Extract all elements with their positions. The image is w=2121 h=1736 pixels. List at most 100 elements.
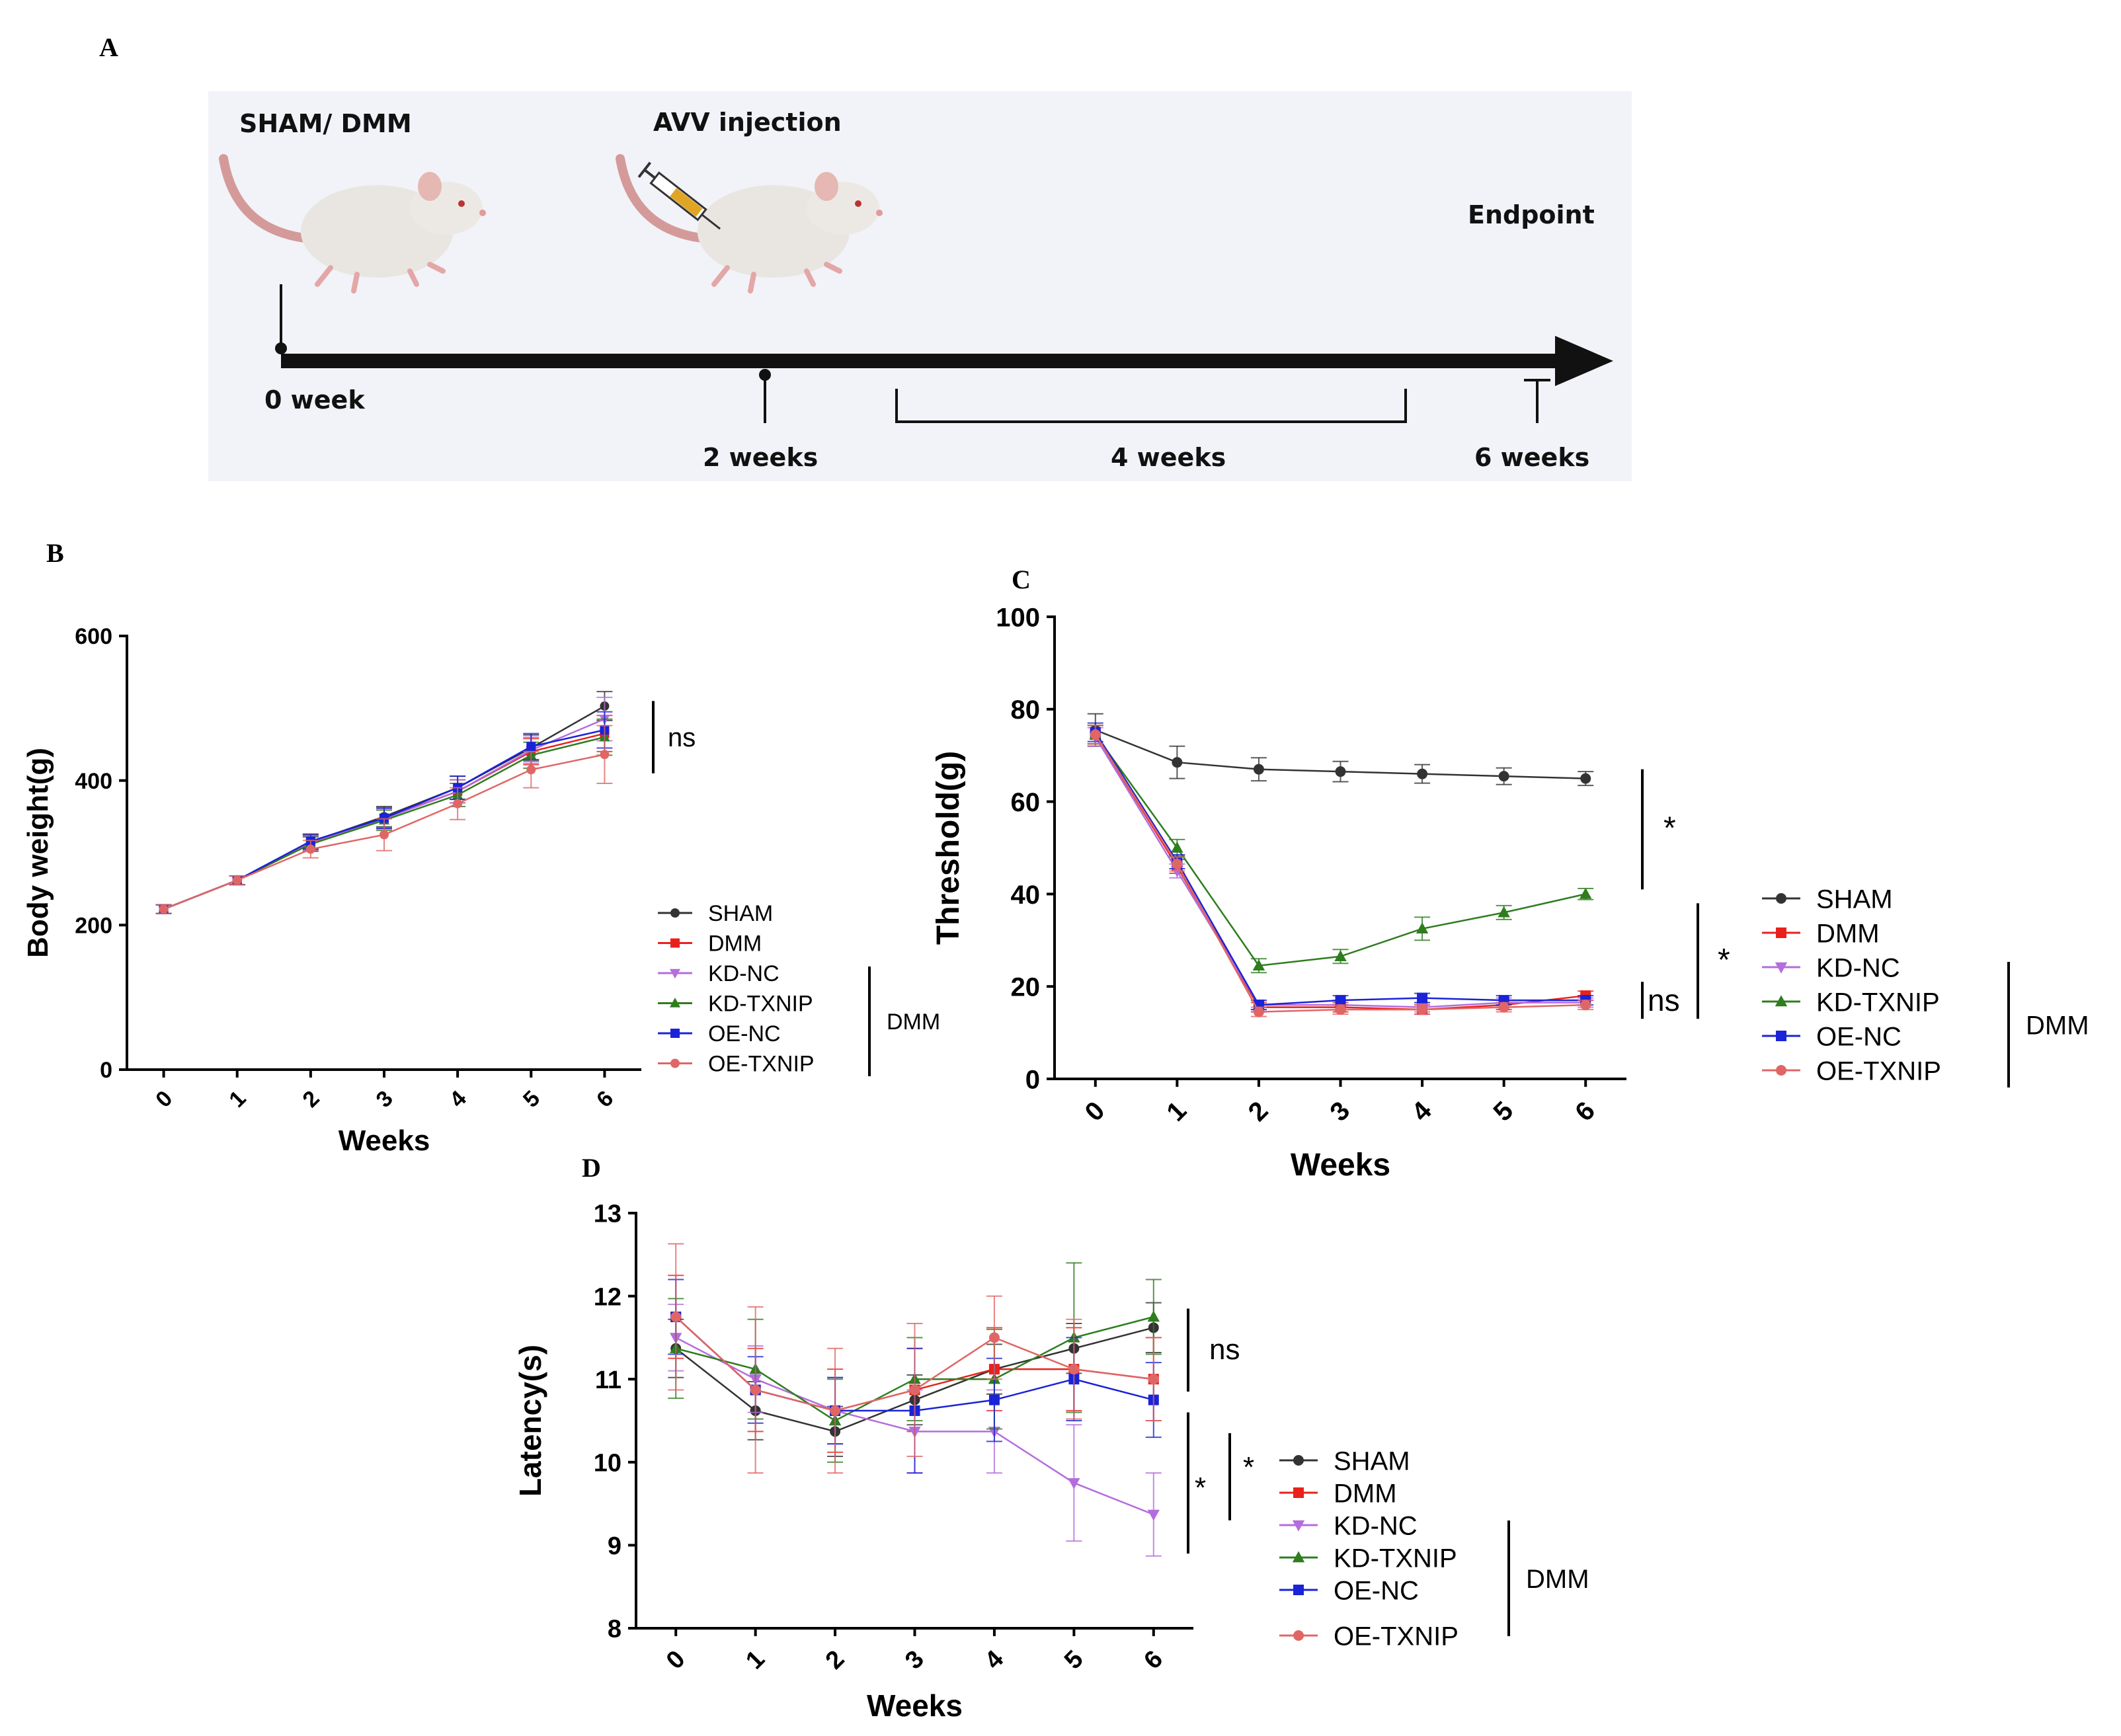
data-point [380,830,389,840]
y-tick-label: 60 [1011,788,1041,817]
legend-item-kd-nc: KD-NC [1762,953,1900,982]
data-point [305,844,315,854]
x-tick-label: 2 [1243,1096,1274,1127]
y-tick-label: 11 [595,1366,621,1394]
body-weight-chart: 0 200 400 600 0 1 2 3 4 5 6 Weeks Body weight(g) ns SH… [22,624,940,1157]
series-oe-txnip [668,1243,1162,1474]
legend-marker [1776,1031,1786,1041]
y-tick-label: 8 [608,1616,621,1643]
legend-marker [670,1058,680,1068]
data-point [526,765,536,775]
x-axis-title: Weeks [867,1688,963,1723]
y-tick-label: 0 [100,1058,112,1083]
legend-item-oe-txnip: OE-TXNIP [1762,1056,1941,1085]
data-point [232,875,242,885]
series-oe-txnip [1087,725,1594,1017]
y-tick-label: 10 [594,1449,621,1477]
week0-dot [275,342,287,354]
data-point [1580,1000,1591,1011]
threshold-chart: 0 20 40 60 80 100 0 1 2 3 4 5 6 Weeks Threshold(g) * * ns… [931,603,2089,1183]
legend-marker [670,938,680,948]
timeline-step2-label: AVV injection [653,108,842,137]
x-tick-label: 0 [151,1086,177,1113]
x-tick-label: 6 [592,1086,618,1113]
data-point [1253,1006,1264,1017]
x-tick-label: 0 [661,1645,691,1675]
legend-label: OE-TXNIP [708,1052,815,1077]
y-tick-label: 400 [75,769,112,794]
data-point [1498,771,1509,782]
x-tick-label: 6 [1139,1645,1168,1675]
x-tick-label: 4 [1406,1095,1437,1126]
legend-marker [1292,1551,1305,1563]
rat-with-syringe-icon [616,154,883,294]
legend-label: OE-NC [1816,1022,1901,1051]
data-point [909,1384,920,1396]
data-point [1172,858,1183,869]
x-tick-label: 1 [740,1645,770,1675]
legend-label: KD-NC [708,961,780,986]
legend-label: KD-TXNIP [1816,988,1940,1017]
legend-marker [1293,1630,1304,1641]
legend-label: SHAM [1334,1446,1410,1476]
group-label: DMM [2026,1011,2089,1040]
data-point [1416,922,1429,934]
legend-item-kd-nc: KD-NC [1279,1511,1418,1540]
legend-label: DMM [1334,1479,1397,1508]
x-tick-label: 3 [372,1086,398,1113]
y-tick-label: 9 [608,1532,621,1560]
series-kd-txnip [1087,725,1594,974]
data-point [600,750,610,760]
significance-label: ns [1209,1333,1240,1366]
significance-label: * [1718,943,1730,978]
legend-item-kd-txnip: KD-TXNIP [1279,1544,1457,1573]
week6-tick [1524,379,1550,423]
y-tick-label: 20 [1011,973,1041,1002]
legend-marker [1776,893,1786,904]
x-tick-label: 6 [1570,1096,1601,1127]
data-point [1147,1310,1160,1322]
y-tick-label: 100 [996,603,1040,632]
timeline-endpoint-label: Endpoint [1468,200,1595,229]
legend-label: OE-TXNIP [1334,1622,1459,1651]
x-axis-title: Weeks [339,1124,430,1157]
legend-marker [1775,962,1788,974]
legend-label: KD-TXNIP [708,992,813,1017]
panel-label-d: D [582,1153,601,1183]
significance-label: * [1663,811,1676,846]
legend-item-sham: SHAM [1762,885,1893,914]
data-point [1068,1478,1080,1489]
legend-label: OE-NC [1334,1576,1419,1605]
legend-marker [670,1029,680,1038]
timeline-background [208,91,1632,481]
legend-item-kd-txnip: KD-TXNIP [1762,988,1940,1017]
y-tick-label: 13 [594,1201,621,1228]
legend-label: DMM [1816,919,1880,948]
legend-marker [1293,1585,1304,1595]
legend-item-oe-txnip: OE-TXNIP [1279,1622,1459,1651]
x-tick-label: 1 [1161,1096,1192,1127]
data-point [1147,1509,1160,1521]
data-point [1334,950,1347,961]
y-axis-title: Body weight(g) [22,748,54,958]
data-point [1148,1374,1159,1385]
panel-label-a: A [99,32,118,62]
timeline-arrow-head [1555,336,1613,386]
timeline-step1-label: SHAM/ DMM [239,109,412,138]
data-point [1253,764,1264,775]
y-tick-label: 600 [75,624,112,649]
week0-label: 0 week [264,385,365,414]
series-sham [155,691,613,914]
group-label: DMM [887,1009,940,1035]
data-point [1580,773,1591,784]
legend-item-oe-nc: OE-NC [1762,1022,1901,1051]
x-tick-label: 3 [900,1645,930,1675]
data-point [1335,995,1346,1006]
x-axis-title: Weeks [1291,1148,1390,1183]
week2-label: 2 weeks [703,443,818,472]
x-tick-label: 4 [980,1645,1010,1675]
x-tick-label: 4 [445,1086,471,1113]
data-point [1172,757,1183,768]
legend-item-oe-nc: OE-NC [1279,1576,1419,1605]
